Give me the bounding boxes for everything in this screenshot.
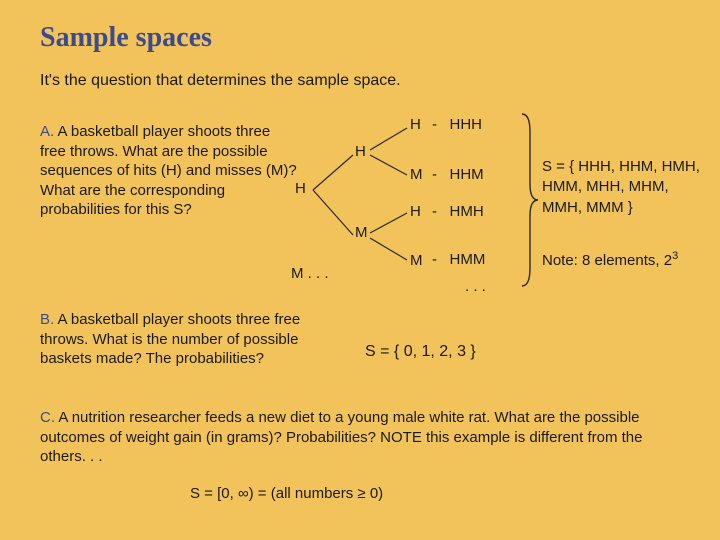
outcome-2: HHM — [450, 166, 484, 183]
brace-icon — [518, 110, 540, 295]
part-a-letter: A. — [40, 123, 54, 140]
note-elements: Note: 8 elements, 23 — [542, 250, 678, 269]
result-1: - HHH — [432, 116, 482, 133]
part-c-text: A nutrition researcher feeds a new diet … — [40, 409, 643, 465]
dash-2: - — [432, 166, 437, 183]
result-dots: . . . — [465, 278, 486, 295]
part-b: B. A basketball player shoots three free… — [40, 310, 310, 369]
tree-l2-h: H — [355, 143, 366, 160]
intro-text: It's the question that determines the sa… — [40, 72, 401, 90]
part-a-text: A basketball player shoots three free th… — [40, 123, 297, 218]
part-b-s: S = { 0, 1, 2, 3 } — [365, 343, 476, 361]
tree-leaf3: H — [410, 203, 421, 220]
result-3: - HMH — [432, 203, 484, 220]
tree-leaf2: M — [410, 166, 423, 183]
tree-leaf4: M — [410, 252, 423, 269]
part-c: C. A nutrition researcher feeds a new di… — [40, 408, 680, 467]
dash-1: - — [432, 116, 437, 133]
dash-3: - — [432, 203, 437, 220]
note-exp: 3 — [672, 250, 678, 262]
outcome-4: HMM — [450, 251, 486, 268]
tree-root-m: M . . . — [291, 265, 329, 282]
part-b-text: A basketball player shoots three free th… — [40, 311, 300, 367]
part-b-letter: B. — [40, 311, 54, 328]
part-a: A. A basketball player shoots three free… — [40, 122, 300, 220]
result-2: - HHM — [432, 166, 484, 183]
result-4: - HMM — [432, 251, 485, 268]
outcome-1: HHH — [450, 116, 483, 133]
tree-leaf1: H — [410, 116, 421, 133]
tree-root-h: H — [295, 180, 306, 197]
set-s-full: S = { HHH, HHM, HMH, HMM, MHH, MHM, MMH,… — [542, 157, 712, 218]
note-pre: Note: 8 elements, 2 — [542, 252, 672, 269]
part-c-s: S = [0, ∞) = (all numbers ≥ 0) — [190, 485, 383, 502]
slide-title: Sample spaces — [40, 22, 212, 54]
tree-l2-m: M — [355, 224, 368, 241]
part-c-letter: C. — [40, 409, 55, 426]
outcome-3: HMH — [450, 203, 484, 220]
dash-4: - — [432, 251, 437, 268]
